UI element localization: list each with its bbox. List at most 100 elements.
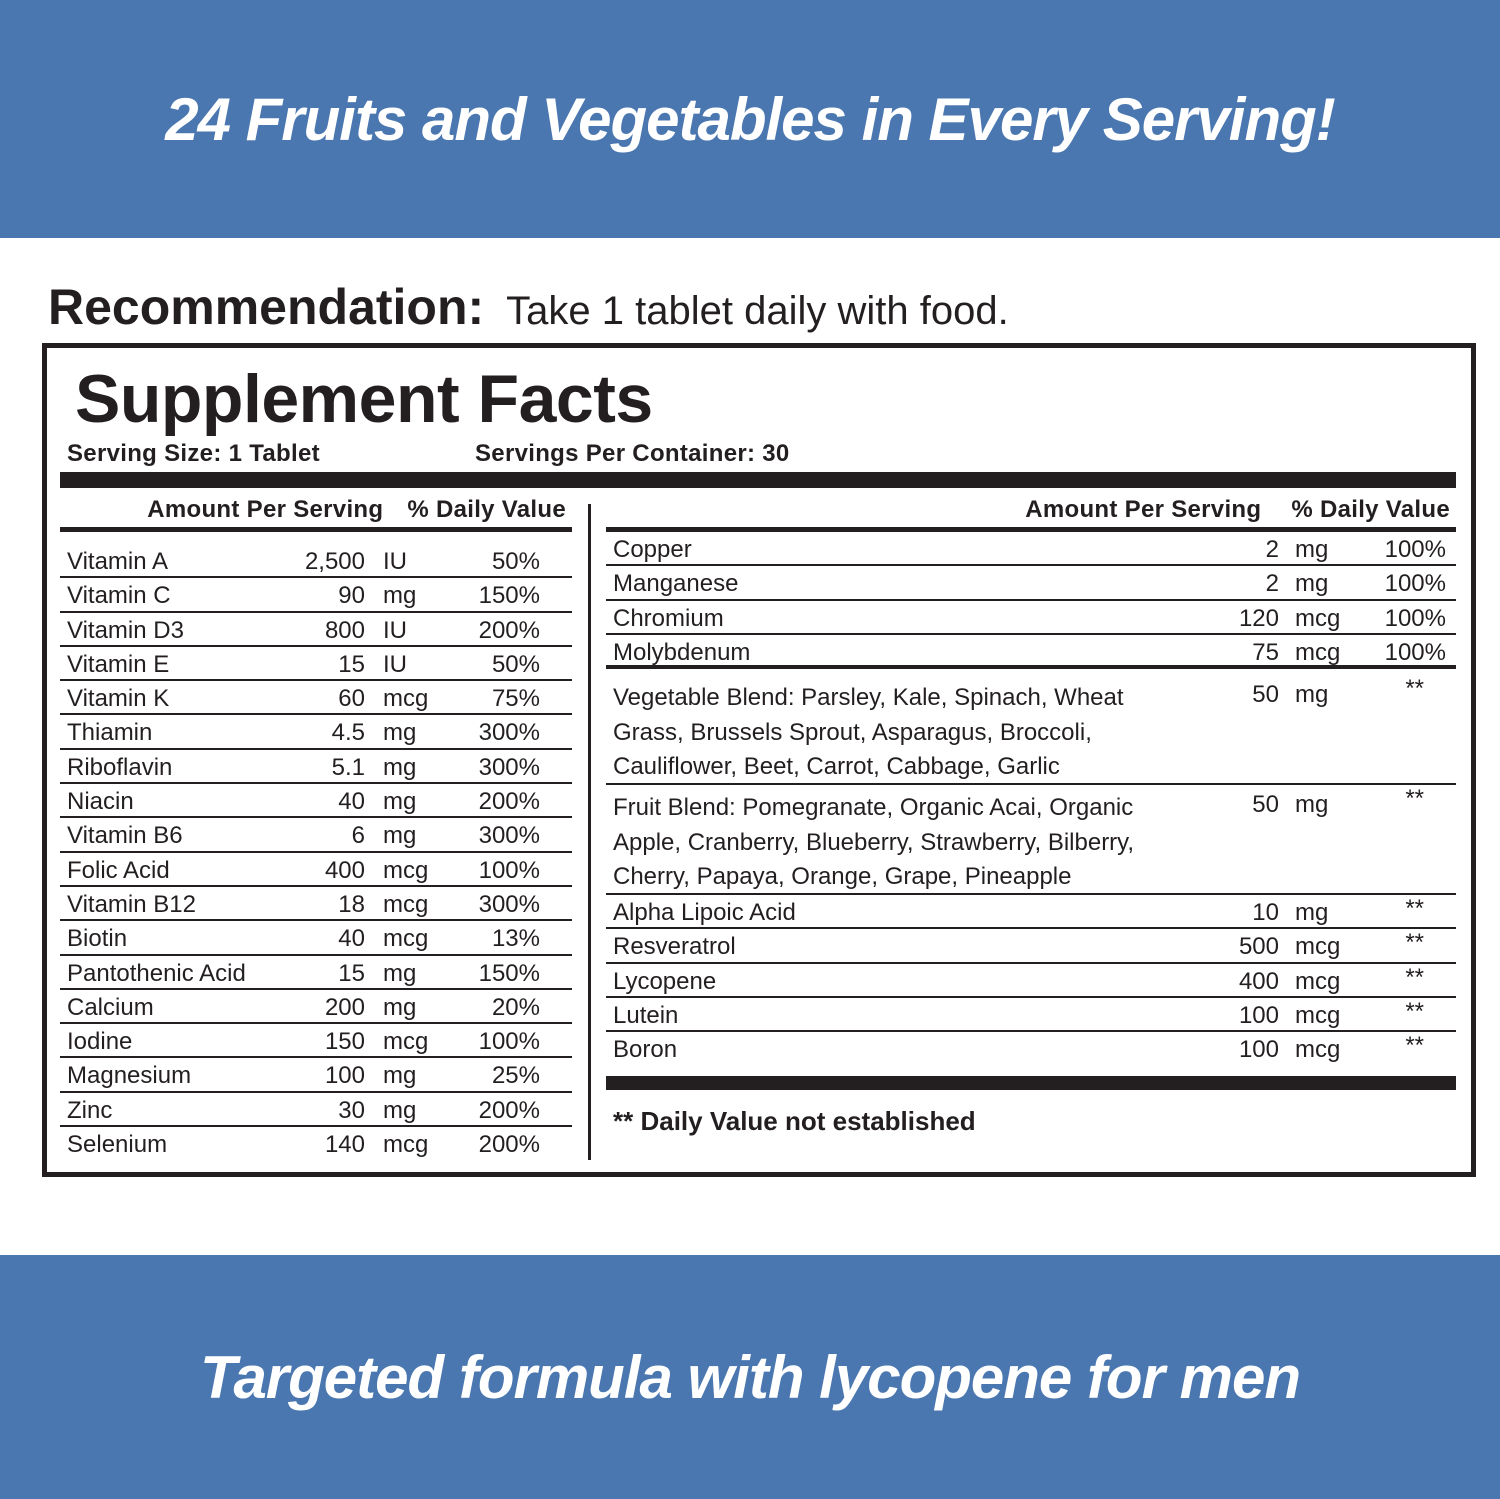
servings-per-container: Servings Per Container: 30 — [475, 440, 790, 467]
blend-text: Fruit Blend: Pomegranate, Organic Acai, … — [613, 794, 1135, 891]
nutrient-dv: ** — [1405, 895, 1424, 923]
supplement-facts-panel: Supplement Facts Serving Size: 1 Tablet … — [42, 343, 1476, 1177]
nutrient-amount: 2 — [1265, 536, 1279, 563]
nutrient-row: Vitamin B12 18 mcg 300% — [60, 887, 572, 922]
nutrient-row: Vitamin C 90 mg 150% — [60, 578, 572, 613]
nutrient-row: Vitamin A 2,500 IU 50% — [60, 544, 572, 579]
nutrient-dv: 300% — [478, 753, 540, 781]
nutrient-unit: mg — [383, 993, 417, 1021]
nutrient-amount: 6 — [351, 822, 365, 850]
nutrient-dv: 50% — [491, 548, 540, 575]
blend-row: Fruit Blend: Pomegranate, Organic Acai, … — [606, 785, 1456, 896]
nutrient-amount: 15 — [338, 650, 365, 678]
nutrient-unit: mg — [383, 959, 417, 987]
nutrient-unit: mcg — [383, 856, 429, 884]
nutrient-unit: mg — [1295, 899, 1329, 927]
nutrient-row: Resveratrol 500 mcg ** — [606, 929, 1456, 964]
nutrient-name: Zinc — [67, 1096, 113, 1124]
nutrient-name: Biotin — [67, 925, 128, 953]
nutrient-row: Niacin 40 mg 200% — [60, 784, 572, 819]
nutrient-name: Thiamin — [67, 719, 153, 747]
nutrient-dv: 150% — [478, 582, 540, 610]
divider-bar — [606, 1076, 1456, 1091]
nutrient-row: Thiamin 4.5 mg 300% — [60, 715, 572, 750]
recommendation-text: Take 1 tablet daily with food. — [506, 289, 1009, 333]
nutrient-row: Zinc 30 mg 200% — [60, 1093, 572, 1128]
nutrient-name: Alpha Lipoic Acid — [613, 899, 796, 927]
nutrient-amount: 150 — [324, 1028, 365, 1056]
nutrient-dv: 200% — [478, 788, 540, 816]
blend-unit: mg — [1295, 791, 1329, 819]
nutrient-name: Iodine — [67, 1028, 133, 1056]
header-dv: % Daily Value — [407, 496, 566, 523]
nutrient-amount: 5.1 — [331, 753, 365, 781]
nutrient-dv: 100% — [478, 1028, 540, 1056]
nutrient-row: Lycopene 400 mcg ** — [606, 963, 1456, 999]
nutrient-name: Lutein — [613, 1002, 679, 1030]
nutrient-dv: 200% — [478, 1131, 540, 1159]
nutrient-dv: ** — [1405, 1032, 1424, 1060]
nutrient-amount: 40 — [338, 925, 365, 953]
left-nutrient-table: Amount Per Serving % Daily Value Vitamin… — [60, 496, 572, 1161]
recommendation-label: Recommendation: — [48, 279, 485, 335]
nutrient-name: Vitamin C — [67, 582, 171, 610]
nutrient-name: Magnesium — [67, 1062, 192, 1090]
nutrient-row: Alpha Lipoic Acid 10 mg ** — [606, 895, 1456, 930]
nutrient-name: Vitamin E — [67, 650, 170, 678]
nutrient-row: Biotin 40 mcg 13% — [60, 921, 572, 956]
nutrient-dv: 100% — [1384, 536, 1446, 563]
column-divider — [588, 504, 591, 1160]
nutrient-dv: 100% — [1384, 638, 1446, 666]
nutrient-row: Calcium 200 mg 20% — [60, 990, 572, 1025]
header-amount: Amount Per Serving — [1025, 496, 1262, 523]
nutrient-dv: 100% — [1384, 604, 1446, 632]
nutrient-dv: 25% — [491, 1062, 540, 1090]
nutrient-dv: 200% — [478, 616, 540, 644]
nutrient-name: Riboflavin — [67, 753, 173, 781]
nutrient-unit: IU — [383, 616, 407, 644]
blend-amount: 50 — [1252, 791, 1279, 819]
nutrient-amount: 2 — [1265, 570, 1279, 598]
nutrient-name: Vitamin D3 — [67, 616, 184, 644]
nutrient-dv: ** — [1405, 963, 1424, 991]
header-dv: % Daily Value — [1291, 496, 1450, 523]
nutrient-name: Calcium — [67, 993, 154, 1021]
nutrient-row: Pantothenic Acid 15 mg 150% — [60, 956, 572, 990]
bottom-banner: Targeted formula with lycopene for men — [0, 1255, 1500, 1499]
nutrient-dv: 20% — [491, 993, 540, 1021]
nutrient-unit: IU — [383, 650, 407, 678]
nutrient-row: Copper 2 mg 100% — [606, 532, 1456, 567]
nutrient-amount: 140 — [324, 1131, 365, 1159]
nutrient-dv: 300% — [478, 890, 540, 918]
nutrient-amount: 100 — [324, 1062, 365, 1090]
divider-bar — [60, 472, 1456, 488]
nutrient-amount: 400 — [324, 856, 365, 884]
nutrient-name: Folic Acid — [67, 856, 170, 884]
nutrient-name: Boron — [613, 1036, 678, 1064]
nutrient-amount: 15 — [338, 959, 365, 987]
nutrient-unit: mcg — [1295, 604, 1341, 632]
nutrient-dv: ** — [1405, 998, 1424, 1026]
nutrient-name: Molybdenum — [613, 638, 751, 666]
nutrient-unit: mg — [383, 582, 417, 610]
nutrient-unit: mcg — [383, 890, 429, 918]
nutrient-dv: 200% — [478, 1096, 540, 1124]
nutrient-row: Molybdenum 75 mcg 100% — [606, 635, 1456, 670]
nutrient-unit: mcg — [1295, 1036, 1341, 1064]
nutrient-unit: mg — [1295, 536, 1329, 563]
top-banner-text: 24 Fruits and Vegetables in Every Servin… — [165, 85, 1336, 153]
nutrient-unit: mg — [1295, 570, 1329, 598]
nutrient-unit: mg — [383, 788, 417, 816]
nutrient-unit: mcg — [1295, 967, 1341, 995]
nutrient-amount: 4.5 — [331, 719, 365, 747]
nutrient-unit: mcg — [383, 925, 429, 953]
nutrient-row: Vitamin E 15 IU 50% — [60, 647, 572, 682]
nutrient-unit: mg — [383, 1096, 417, 1124]
nutrient-row: Riboflavin 5.1 mg 300% — [60, 750, 572, 785]
nutrient-amount: 30 — [338, 1096, 365, 1124]
nutrient-unit: mcg — [1295, 638, 1341, 666]
nutrient-unit: mg — [383, 822, 417, 850]
header-amount: Amount Per Serving — [147, 496, 384, 523]
nutrient-unit: mcg — [1295, 933, 1341, 961]
table-header: Amount Per Serving % Daily Value — [60, 496, 572, 532]
